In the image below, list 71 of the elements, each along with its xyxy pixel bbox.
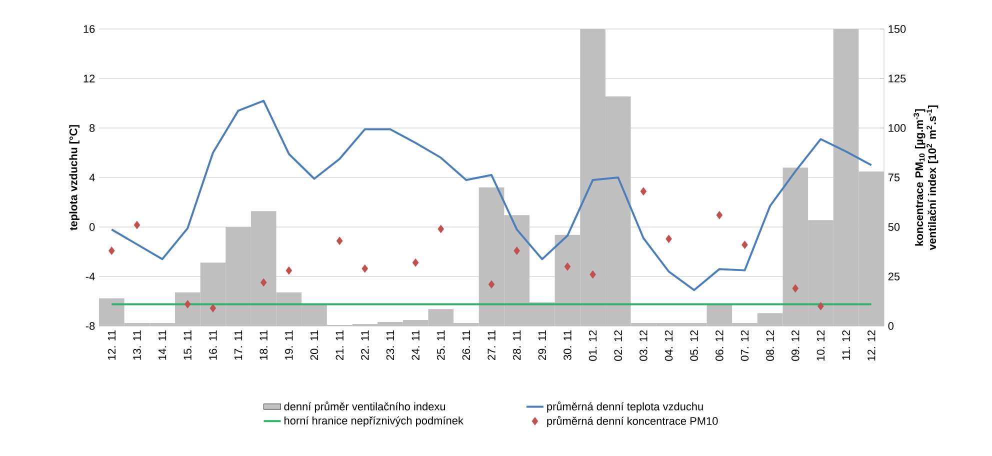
legend-label: průměrná denní koncentrace PM10 bbox=[547, 416, 718, 428]
point bbox=[184, 300, 191, 308]
y2-tick-label: 50 bbox=[888, 223, 900, 231]
x-tick-label: 17. 11 bbox=[234, 330, 242, 360]
point bbox=[108, 246, 115, 255]
x-tick-label: 08. 12 bbox=[766, 330, 774, 361]
point bbox=[412, 258, 419, 267]
x-tick-label: 25. 11 bbox=[436, 330, 445, 360]
y-tick-label: -8 bbox=[86, 322, 95, 330]
y2-tick-label: 125 bbox=[888, 74, 906, 82]
x-tick-label: 18. 11 bbox=[260, 330, 268, 360]
point bbox=[134, 220, 140, 230]
y-tick-label: 4 bbox=[89, 174, 95, 182]
x-tick-label: 19. 11 bbox=[285, 330, 293, 360]
x-tick-label: 07. 12 bbox=[740, 330, 749, 361]
x-tick-label: 28. 11 bbox=[512, 330, 521, 360]
point bbox=[590, 270, 596, 279]
x-tick-label: 12. 11 bbox=[108, 330, 116, 360]
point bbox=[260, 278, 267, 287]
x-tick-label: 04. 12 bbox=[664, 330, 673, 361]
point bbox=[488, 280, 495, 289]
x-tick-label: 13. 11 bbox=[133, 330, 141, 360]
x-tick-label: 26. 11 bbox=[462, 330, 470, 360]
y-tick-label: -4 bbox=[86, 272, 95, 280]
y-tick-label: 8 bbox=[90, 124, 95, 132]
x-tick-label: 01. 12 bbox=[588, 330, 597, 361]
x-tick-label: 02. 12 bbox=[614, 330, 622, 361]
x-tick-label: 21. 11 bbox=[336, 330, 344, 360]
x-tick-label: 03. 12 bbox=[640, 330, 648, 361]
y2-tick-label: 0 bbox=[888, 322, 894, 330]
x-tick-label: 30. 11 bbox=[564, 330, 572, 360]
x-tick-label: 09. 12 bbox=[792, 330, 800, 361]
y-axis-title: teplota vzduchu [°C] bbox=[69, 125, 80, 230]
y2-tick-label: 75 bbox=[888, 174, 900, 182]
point bbox=[742, 240, 748, 250]
x-tick-label: 20. 11 bbox=[310, 330, 318, 360]
point bbox=[640, 187, 647, 196]
line-series bbox=[110, 100, 872, 292]
y-tick-label: 16 bbox=[84, 25, 95, 33]
legend-label: průměrná denní teplota vzduchu bbox=[547, 401, 703, 413]
x-tick-label: 15. 11 bbox=[184, 330, 192, 360]
x-tick-label: 24. 11 bbox=[412, 330, 420, 360]
point bbox=[716, 210, 723, 220]
point bbox=[666, 234, 672, 244]
y-tick-label: 12 bbox=[84, 74, 95, 82]
x-tick-label: 14. 11 bbox=[158, 330, 166, 360]
point bbox=[210, 304, 216, 312]
point bbox=[792, 284, 799, 293]
y2-tick-label: 150 bbox=[888, 25, 906, 33]
x-tick-label: 10. 12 bbox=[816, 330, 825, 361]
x-tick-label: 05. 12 bbox=[690, 330, 698, 361]
point bbox=[438, 224, 444, 234]
point bbox=[336, 236, 343, 246]
x-tick-label: 11. 12 bbox=[842, 330, 850, 360]
x-tick-label: 22. 11 bbox=[361, 330, 369, 360]
y-tick-label: 0 bbox=[89, 223, 95, 231]
legend-label: horní hranice nepříznivých podmínek bbox=[284, 416, 464, 427]
x-tick-label: 27. 11 bbox=[488, 330, 496, 360]
y2-tick-label: 100 bbox=[888, 124, 906, 132]
x-tick-label: 12. 12 bbox=[868, 330, 876, 361]
y2-tick-label: 25 bbox=[888, 272, 900, 280]
point bbox=[362, 264, 368, 273]
x-tick-label: 06. 12 bbox=[716, 330, 724, 361]
x-tick-label: 16. 11 bbox=[209, 330, 217, 360]
legend-label: denní průměr ventilačního indexu bbox=[284, 401, 446, 413]
point bbox=[564, 262, 571, 271]
x-tick-label: 29. 11 bbox=[538, 330, 546, 360]
point bbox=[514, 246, 520, 255]
point bbox=[286, 266, 292, 275]
point bbox=[818, 302, 824, 310]
x-tick-label: 23. 11 bbox=[386, 330, 394, 360]
